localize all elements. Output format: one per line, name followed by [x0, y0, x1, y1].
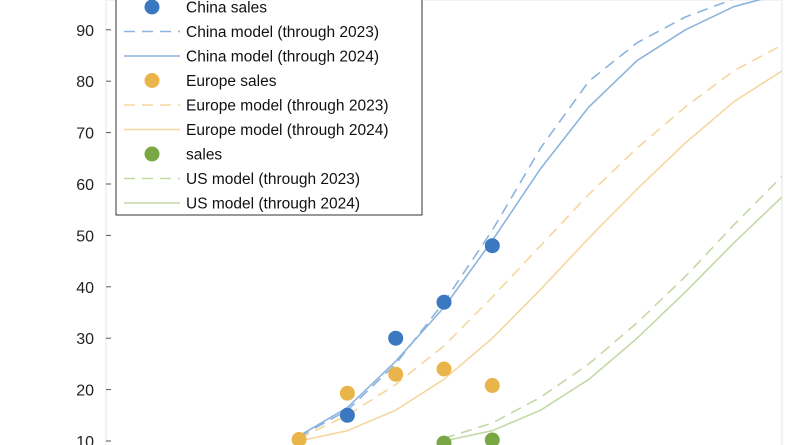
- series-line-4: [298, 44, 782, 440]
- data-point-3: [388, 366, 404, 382]
- legend-label-1: China model (through 2023): [186, 24, 379, 41]
- legend-label-4: Europe model (through 2023): [186, 98, 389, 115]
- data-point-0: [388, 330, 404, 346]
- legend-marker-6: [144, 146, 160, 162]
- series-line-5: [298, 70, 782, 442]
- y-tick-label: 70: [76, 126, 94, 143]
- y-tick-label: 80: [76, 74, 94, 91]
- data-point-0: [484, 238, 500, 254]
- data-point-0: [436, 294, 452, 310]
- y-tick-label: 10: [76, 434, 94, 445]
- data-point-6: [484, 432, 500, 445]
- legend-label-2: China model (through 2024): [186, 49, 379, 66]
- y-tick-label: 30: [76, 331, 94, 348]
- legend-label-3: Europe sales: [186, 73, 277, 90]
- legend-label-7: US model (through 2023): [186, 171, 360, 188]
- y-axis: 10 20 30 40 50 60 70 80 90: [76, 23, 111, 445]
- legend-label-8: US model (through 2024): [186, 196, 360, 213]
- data-point-6: [436, 435, 452, 445]
- y-tick-label: 40: [76, 280, 94, 297]
- data-point-3: [291, 432, 307, 445]
- series-line-8: [443, 195, 782, 442]
- legend-label-6: sales: [186, 147, 222, 164]
- series-line-2: [298, 0, 762, 437]
- data-point-3: [436, 361, 452, 377]
- y-tick-label: 60: [76, 177, 94, 194]
- y-tick-label: 20: [76, 383, 94, 400]
- legend-label-0: China sales: [186, 0, 267, 17]
- legend-marker-0: [144, 0, 160, 15]
- series-layer: [291, 0, 782, 445]
- legend: China sales China model (through 2023) Chi…: [115, 0, 423, 216]
- legend-marker-3: [144, 73, 160, 88]
- y-tick-label: 50: [76, 228, 94, 245]
- data-point-3: [339, 385, 355, 401]
- data-point-3: [484, 378, 500, 393]
- y-tick-label: 90: [76, 23, 94, 40]
- data-point-0: [339, 407, 355, 423]
- series-line-1: [298, 0, 734, 438]
- legend-label-5: Europe model (through 2024): [186, 122, 389, 139]
